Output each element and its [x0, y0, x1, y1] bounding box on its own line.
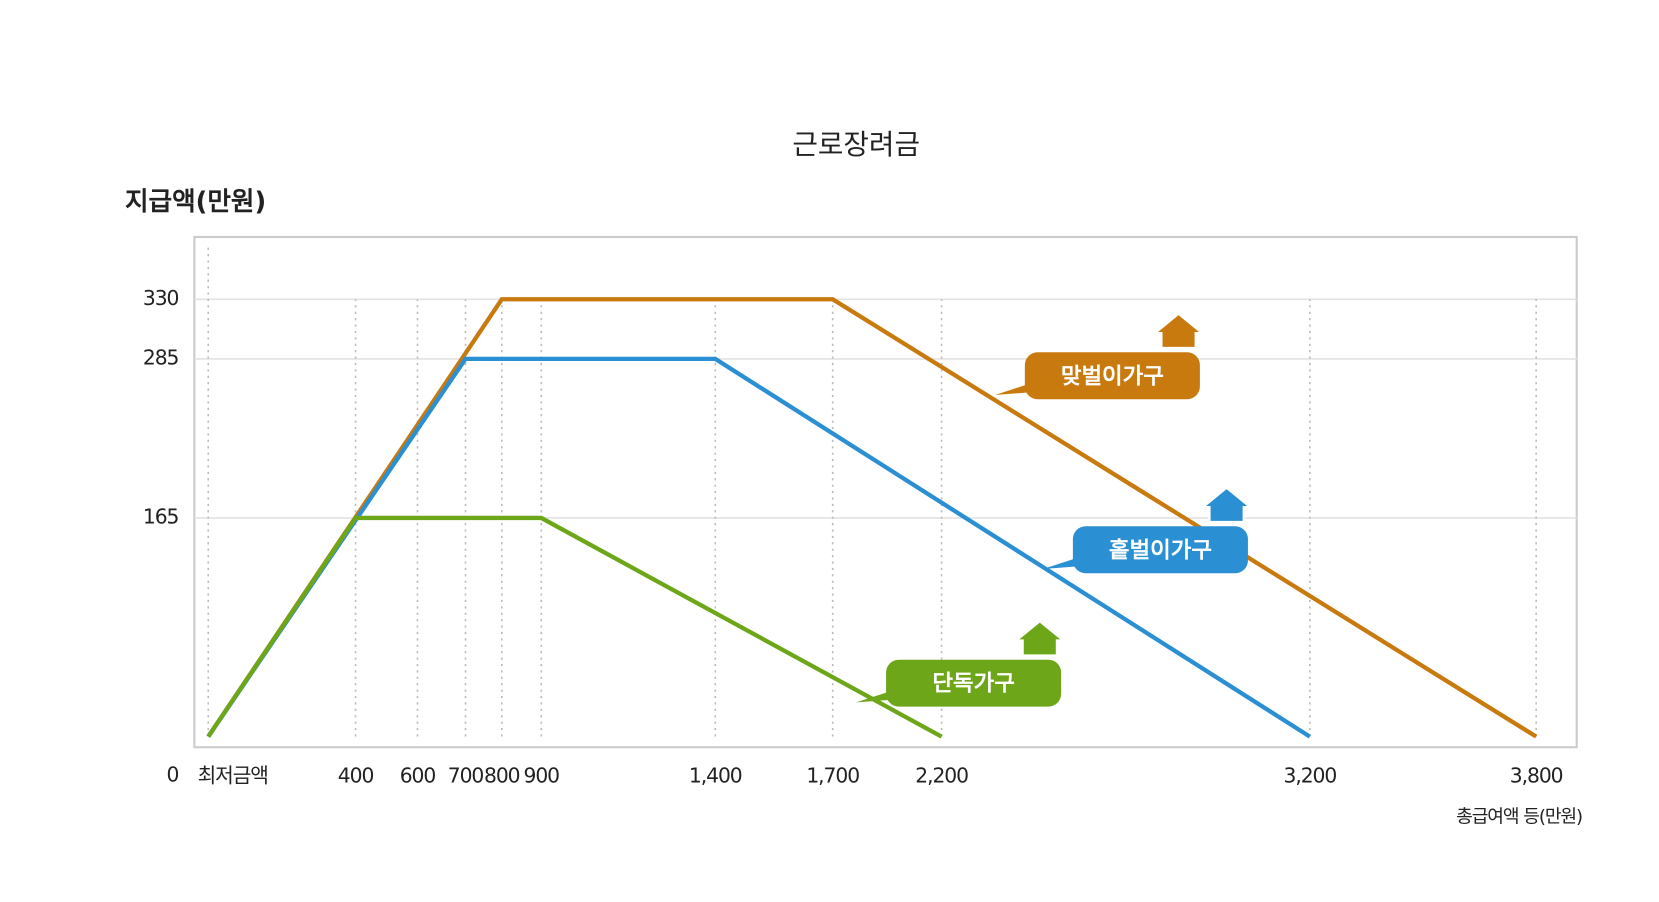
- x-tick-label: 600: [400, 764, 436, 788]
- x-tick-label: 700: [448, 764, 484, 788]
- legend-label: 단독가구: [932, 671, 1014, 697]
- x-tick-label: 3,800: [1510, 764, 1563, 788]
- y-axis-label: 지급액(만원): [125, 187, 266, 217]
- y-tick-label: 0: [167, 763, 179, 787]
- legend-box: [886, 659, 1062, 707]
- legend-label: 맞벌이가구: [1061, 363, 1164, 389]
- y-tick-label: 285: [143, 345, 179, 369]
- x-tick-label: 1,400: [689, 764, 742, 788]
- plot-frame: [193, 235, 1578, 749]
- legend-label: 홑벌이가구: [1109, 537, 1212, 563]
- chart-title: 근로장려금: [792, 128, 920, 161]
- house-icon: [1013, 619, 1067, 657]
- legend-item: 홑벌이가구: [1042, 486, 1254, 574]
- x-tick-label: 2,200: [915, 764, 968, 788]
- legend-box: [1072, 526, 1248, 574]
- x-tick-label: 900: [524, 764, 560, 788]
- series-line: [206, 515, 943, 739]
- x-axis-label: 총급여액 등(만원): [1456, 807, 1582, 828]
- x-tick-label: 3,200: [1284, 764, 1337, 788]
- house-icon: [1200, 486, 1254, 524]
- legend-item: 단독가구: [856, 619, 1067, 707]
- y-tick-label: 330: [143, 286, 179, 310]
- y-tick-label: 165: [143, 504, 179, 528]
- x-tick-label: 800: [484, 764, 520, 788]
- x-tick-label: 최저금액: [198, 764, 268, 788]
- house-icon: [1152, 312, 1206, 350]
- legend-item: 맞벌이가구: [994, 312, 1206, 400]
- x-tick-label: 1,700: [806, 764, 859, 788]
- x-tick-label: 400: [338, 764, 374, 788]
- legend-box: [1024, 352, 1200, 400]
